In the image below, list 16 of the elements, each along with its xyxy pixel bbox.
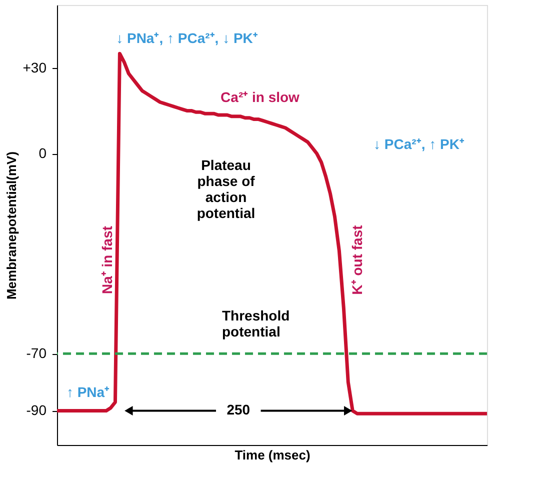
annotation: ↓ PNa⁺, ↑ PCa²⁺, ↓ PK⁺: [116, 30, 258, 46]
ref-line-label: Threshold potential: [222, 308, 290, 340]
x-axis-title: Time (msec): [234, 448, 310, 462]
annotation: Na⁺ in fast: [99, 226, 115, 294]
y-tick-label: +30: [22, 59, 47, 76]
annotation: ↑ PNa⁺: [66, 384, 110, 400]
annotation: 250: [226, 402, 250, 418]
annotation: ↓ PCa²⁺, ↑ PK⁺: [374, 136, 464, 152]
y-axis-title: Membranepotential(mV): [4, 151, 19, 300]
y-tick-label: 0: [38, 145, 47, 162]
y-tick-label: -70: [26, 345, 47, 362]
annotation: K⁺ out fast: [349, 224, 365, 295]
line-series: [55, 52, 489, 416]
annotation: Ca²⁺ in slow: [220, 89, 300, 105]
y-tick-label: -90: [26, 402, 47, 418]
annotation: Plateau phase of action potential: [196, 157, 256, 221]
